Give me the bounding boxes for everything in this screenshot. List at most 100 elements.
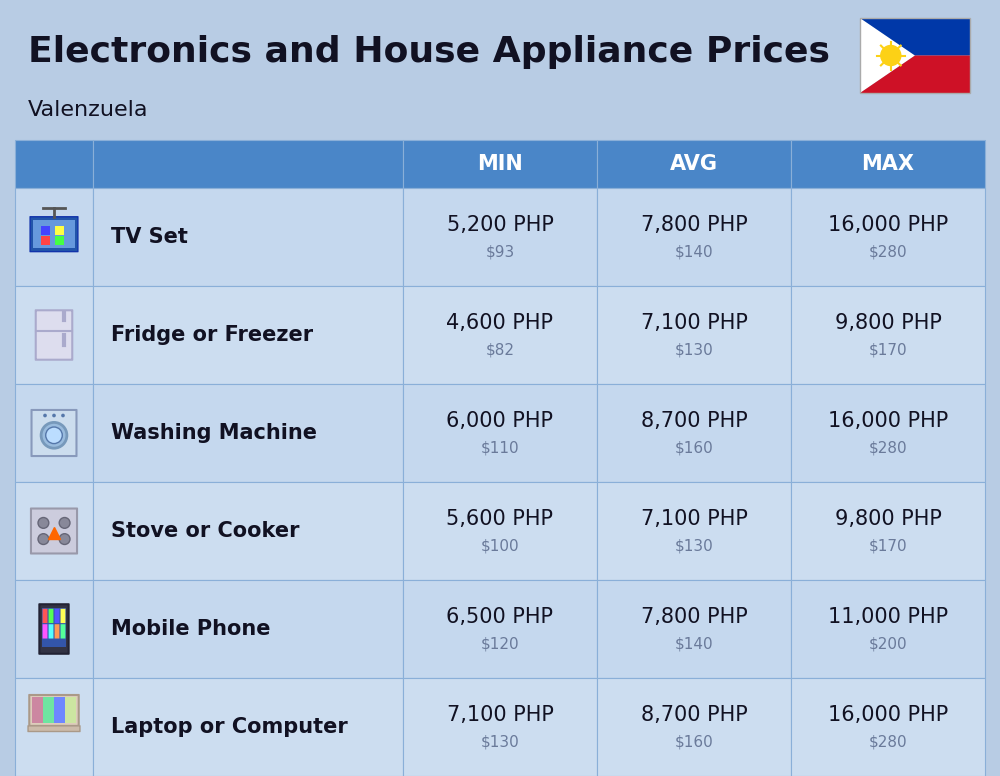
Text: Laptop or Computer: Laptop or Computer bbox=[111, 717, 348, 737]
Polygon shape bbox=[860, 18, 970, 56]
FancyBboxPatch shape bbox=[791, 482, 985, 580]
Text: 7,800 PHP: 7,800 PHP bbox=[641, 215, 747, 235]
FancyBboxPatch shape bbox=[55, 226, 64, 235]
FancyBboxPatch shape bbox=[403, 384, 597, 482]
FancyBboxPatch shape bbox=[403, 140, 597, 188]
Text: 7,100 PHP: 7,100 PHP bbox=[641, 509, 747, 529]
FancyBboxPatch shape bbox=[36, 310, 72, 360]
FancyBboxPatch shape bbox=[43, 698, 54, 722]
Circle shape bbox=[881, 46, 901, 65]
FancyBboxPatch shape bbox=[41, 236, 50, 245]
Text: MIN: MIN bbox=[477, 154, 523, 174]
Text: 16,000 PHP: 16,000 PHP bbox=[828, 411, 948, 431]
Text: 8,700 PHP: 8,700 PHP bbox=[641, 411, 747, 431]
Text: $280: $280 bbox=[869, 440, 907, 456]
FancyBboxPatch shape bbox=[597, 188, 791, 286]
FancyBboxPatch shape bbox=[93, 188, 403, 286]
Text: 9,800 PHP: 9,800 PHP bbox=[835, 509, 941, 529]
Text: AVG: AVG bbox=[670, 154, 718, 174]
FancyBboxPatch shape bbox=[28, 726, 80, 732]
Text: $170: $170 bbox=[869, 342, 907, 357]
FancyBboxPatch shape bbox=[15, 482, 93, 580]
Circle shape bbox=[59, 534, 70, 545]
FancyBboxPatch shape bbox=[55, 624, 59, 639]
FancyBboxPatch shape bbox=[403, 482, 597, 580]
FancyBboxPatch shape bbox=[93, 384, 403, 482]
Text: $130: $130 bbox=[481, 734, 519, 749]
FancyBboxPatch shape bbox=[403, 580, 597, 678]
FancyBboxPatch shape bbox=[15, 384, 93, 482]
Text: Electronics and House Appliance Prices: Electronics and House Appliance Prices bbox=[28, 35, 830, 69]
Text: $130: $130 bbox=[675, 342, 713, 357]
FancyBboxPatch shape bbox=[32, 698, 43, 722]
Text: 9,800 PHP: 9,800 PHP bbox=[835, 314, 941, 333]
Text: 7,100 PHP: 7,100 PHP bbox=[641, 314, 747, 333]
FancyBboxPatch shape bbox=[54, 698, 65, 722]
Text: Valenzuela: Valenzuela bbox=[28, 100, 148, 120]
Text: $140: $140 bbox=[675, 244, 713, 259]
Text: 5,200 PHP: 5,200 PHP bbox=[447, 215, 553, 235]
Text: 8,700 PHP: 8,700 PHP bbox=[641, 705, 747, 726]
FancyBboxPatch shape bbox=[403, 188, 597, 286]
Text: Mobile Phone: Mobile Phone bbox=[111, 619, 270, 639]
FancyBboxPatch shape bbox=[791, 384, 985, 482]
Text: MAX: MAX bbox=[862, 154, 914, 174]
FancyBboxPatch shape bbox=[43, 609, 47, 623]
Polygon shape bbox=[860, 56, 970, 93]
Text: $200: $200 bbox=[869, 636, 907, 651]
FancyBboxPatch shape bbox=[49, 624, 53, 639]
Text: 5,600 PHP: 5,600 PHP bbox=[446, 509, 554, 529]
FancyBboxPatch shape bbox=[49, 609, 53, 623]
FancyBboxPatch shape bbox=[597, 140, 791, 188]
Circle shape bbox=[41, 422, 67, 449]
FancyBboxPatch shape bbox=[55, 236, 64, 245]
FancyBboxPatch shape bbox=[791, 580, 985, 678]
Circle shape bbox=[38, 518, 49, 528]
FancyBboxPatch shape bbox=[403, 678, 597, 776]
Circle shape bbox=[59, 518, 70, 528]
FancyBboxPatch shape bbox=[791, 188, 985, 286]
Circle shape bbox=[46, 427, 62, 444]
FancyBboxPatch shape bbox=[15, 580, 93, 678]
FancyBboxPatch shape bbox=[61, 609, 65, 623]
FancyBboxPatch shape bbox=[403, 286, 597, 384]
FancyBboxPatch shape bbox=[93, 140, 403, 188]
FancyBboxPatch shape bbox=[597, 678, 791, 776]
Text: 6,500 PHP: 6,500 PHP bbox=[446, 608, 554, 627]
Text: $100: $100 bbox=[481, 539, 519, 553]
Text: Fridge or Freezer: Fridge or Freezer bbox=[111, 325, 313, 345]
FancyBboxPatch shape bbox=[29, 695, 79, 726]
FancyBboxPatch shape bbox=[15, 188, 93, 286]
Text: $160: $160 bbox=[675, 440, 713, 456]
FancyBboxPatch shape bbox=[597, 580, 791, 678]
FancyBboxPatch shape bbox=[15, 678, 93, 776]
FancyBboxPatch shape bbox=[32, 698, 76, 722]
FancyBboxPatch shape bbox=[791, 286, 985, 384]
Text: TV Set: TV Set bbox=[111, 227, 188, 247]
Text: $93: $93 bbox=[485, 244, 515, 259]
FancyBboxPatch shape bbox=[93, 286, 403, 384]
Text: $130: $130 bbox=[675, 539, 713, 553]
Polygon shape bbox=[860, 18, 915, 93]
Text: $120: $120 bbox=[481, 636, 519, 651]
Text: $280: $280 bbox=[869, 244, 907, 259]
FancyBboxPatch shape bbox=[597, 384, 791, 482]
FancyBboxPatch shape bbox=[65, 698, 76, 722]
FancyBboxPatch shape bbox=[15, 140, 93, 188]
FancyBboxPatch shape bbox=[39, 605, 69, 653]
Text: 16,000 PHP: 16,000 PHP bbox=[828, 705, 948, 726]
Text: Stove or Cooker: Stove or Cooker bbox=[111, 521, 300, 541]
Text: $170: $170 bbox=[869, 539, 907, 553]
Text: 16,000 PHP: 16,000 PHP bbox=[828, 215, 948, 235]
FancyBboxPatch shape bbox=[33, 220, 75, 248]
Text: $280: $280 bbox=[869, 734, 907, 749]
Circle shape bbox=[43, 414, 47, 417]
Circle shape bbox=[52, 414, 56, 417]
FancyBboxPatch shape bbox=[791, 140, 985, 188]
FancyBboxPatch shape bbox=[32, 410, 76, 456]
Text: 7,800 PHP: 7,800 PHP bbox=[641, 608, 747, 627]
FancyBboxPatch shape bbox=[93, 482, 403, 580]
FancyBboxPatch shape bbox=[597, 482, 791, 580]
Text: 4,600 PHP: 4,600 PHP bbox=[446, 314, 554, 333]
FancyBboxPatch shape bbox=[55, 609, 59, 623]
